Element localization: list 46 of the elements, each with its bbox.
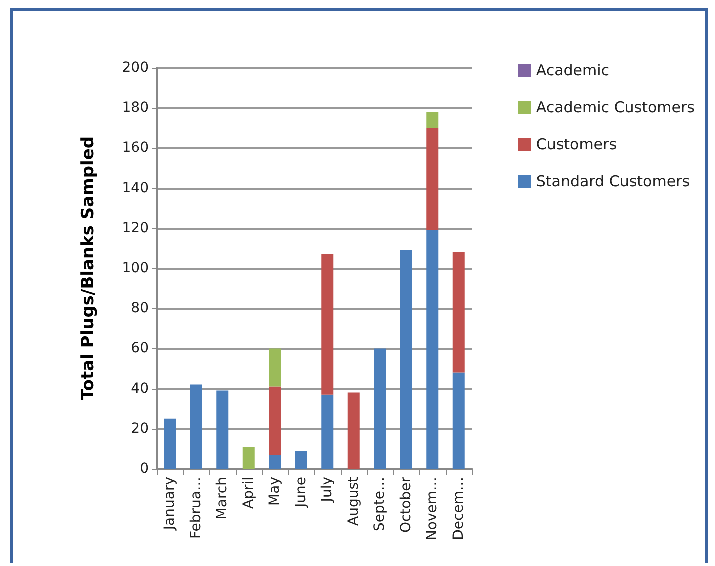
y-tick-label: 160 bbox=[122, 140, 149, 156]
y-tick-label: 200 bbox=[122, 60, 149, 76]
bar bbox=[452, 372, 465, 469]
bar bbox=[269, 348, 282, 387]
x-tick-label: Septe… bbox=[372, 477, 388, 532]
y-tick-label: 180 bbox=[122, 100, 149, 116]
x-tick-label: June bbox=[293, 477, 310, 508]
bar bbox=[452, 252, 465, 373]
y-tick-label: 140 bbox=[122, 180, 149, 196]
x-tick-label: March bbox=[214, 477, 231, 520]
bar bbox=[295, 450, 308, 469]
bar bbox=[374, 348, 386, 469]
x-tick-label: Novem… bbox=[424, 477, 441, 541]
legend-label: Customers bbox=[536, 136, 618, 154]
y-tick-label: 60 bbox=[131, 340, 149, 357]
legend-label: Academic bbox=[536, 62, 610, 80]
legend-label: Standard Customers bbox=[536, 172, 690, 190]
y-tick-label: 100 bbox=[122, 260, 149, 276]
legend-label: Academic Customers bbox=[536, 98, 696, 116]
y-tick-label: 80 bbox=[131, 300, 149, 317]
bar bbox=[426, 230, 439, 469]
x-tick-label: January bbox=[162, 477, 178, 532]
bar bbox=[348, 392, 360, 469]
y-tick-label: 40 bbox=[131, 380, 149, 397]
bar bbox=[426, 128, 439, 230]
x-tick-label: April bbox=[240, 477, 257, 509]
bar bbox=[322, 254, 334, 395]
bar bbox=[242, 446, 255, 469]
bar bbox=[400, 250, 412, 469]
y-tick-label: 0 bbox=[140, 461, 149, 477]
bar bbox=[216, 390, 229, 469]
bar bbox=[426, 112, 439, 128]
bar bbox=[164, 418, 176, 469]
x-tick-label: Decem… bbox=[450, 477, 467, 540]
bar bbox=[322, 394, 334, 469]
y-axis-title: Total Plugs/Blanks Sampled bbox=[78, 136, 98, 401]
x-tick-label: October bbox=[398, 476, 414, 534]
y-tick-label: 120 bbox=[122, 220, 149, 236]
x-tick-label: August bbox=[346, 476, 362, 526]
bar bbox=[269, 386, 282, 455]
x-tick-label: Februa… bbox=[188, 477, 204, 539]
x-tick-label: July bbox=[320, 477, 336, 504]
y-tick-label: 20 bbox=[131, 420, 149, 437]
bar bbox=[190, 384, 202, 469]
bar bbox=[269, 454, 282, 469]
x-tick-label: May bbox=[267, 477, 284, 506]
